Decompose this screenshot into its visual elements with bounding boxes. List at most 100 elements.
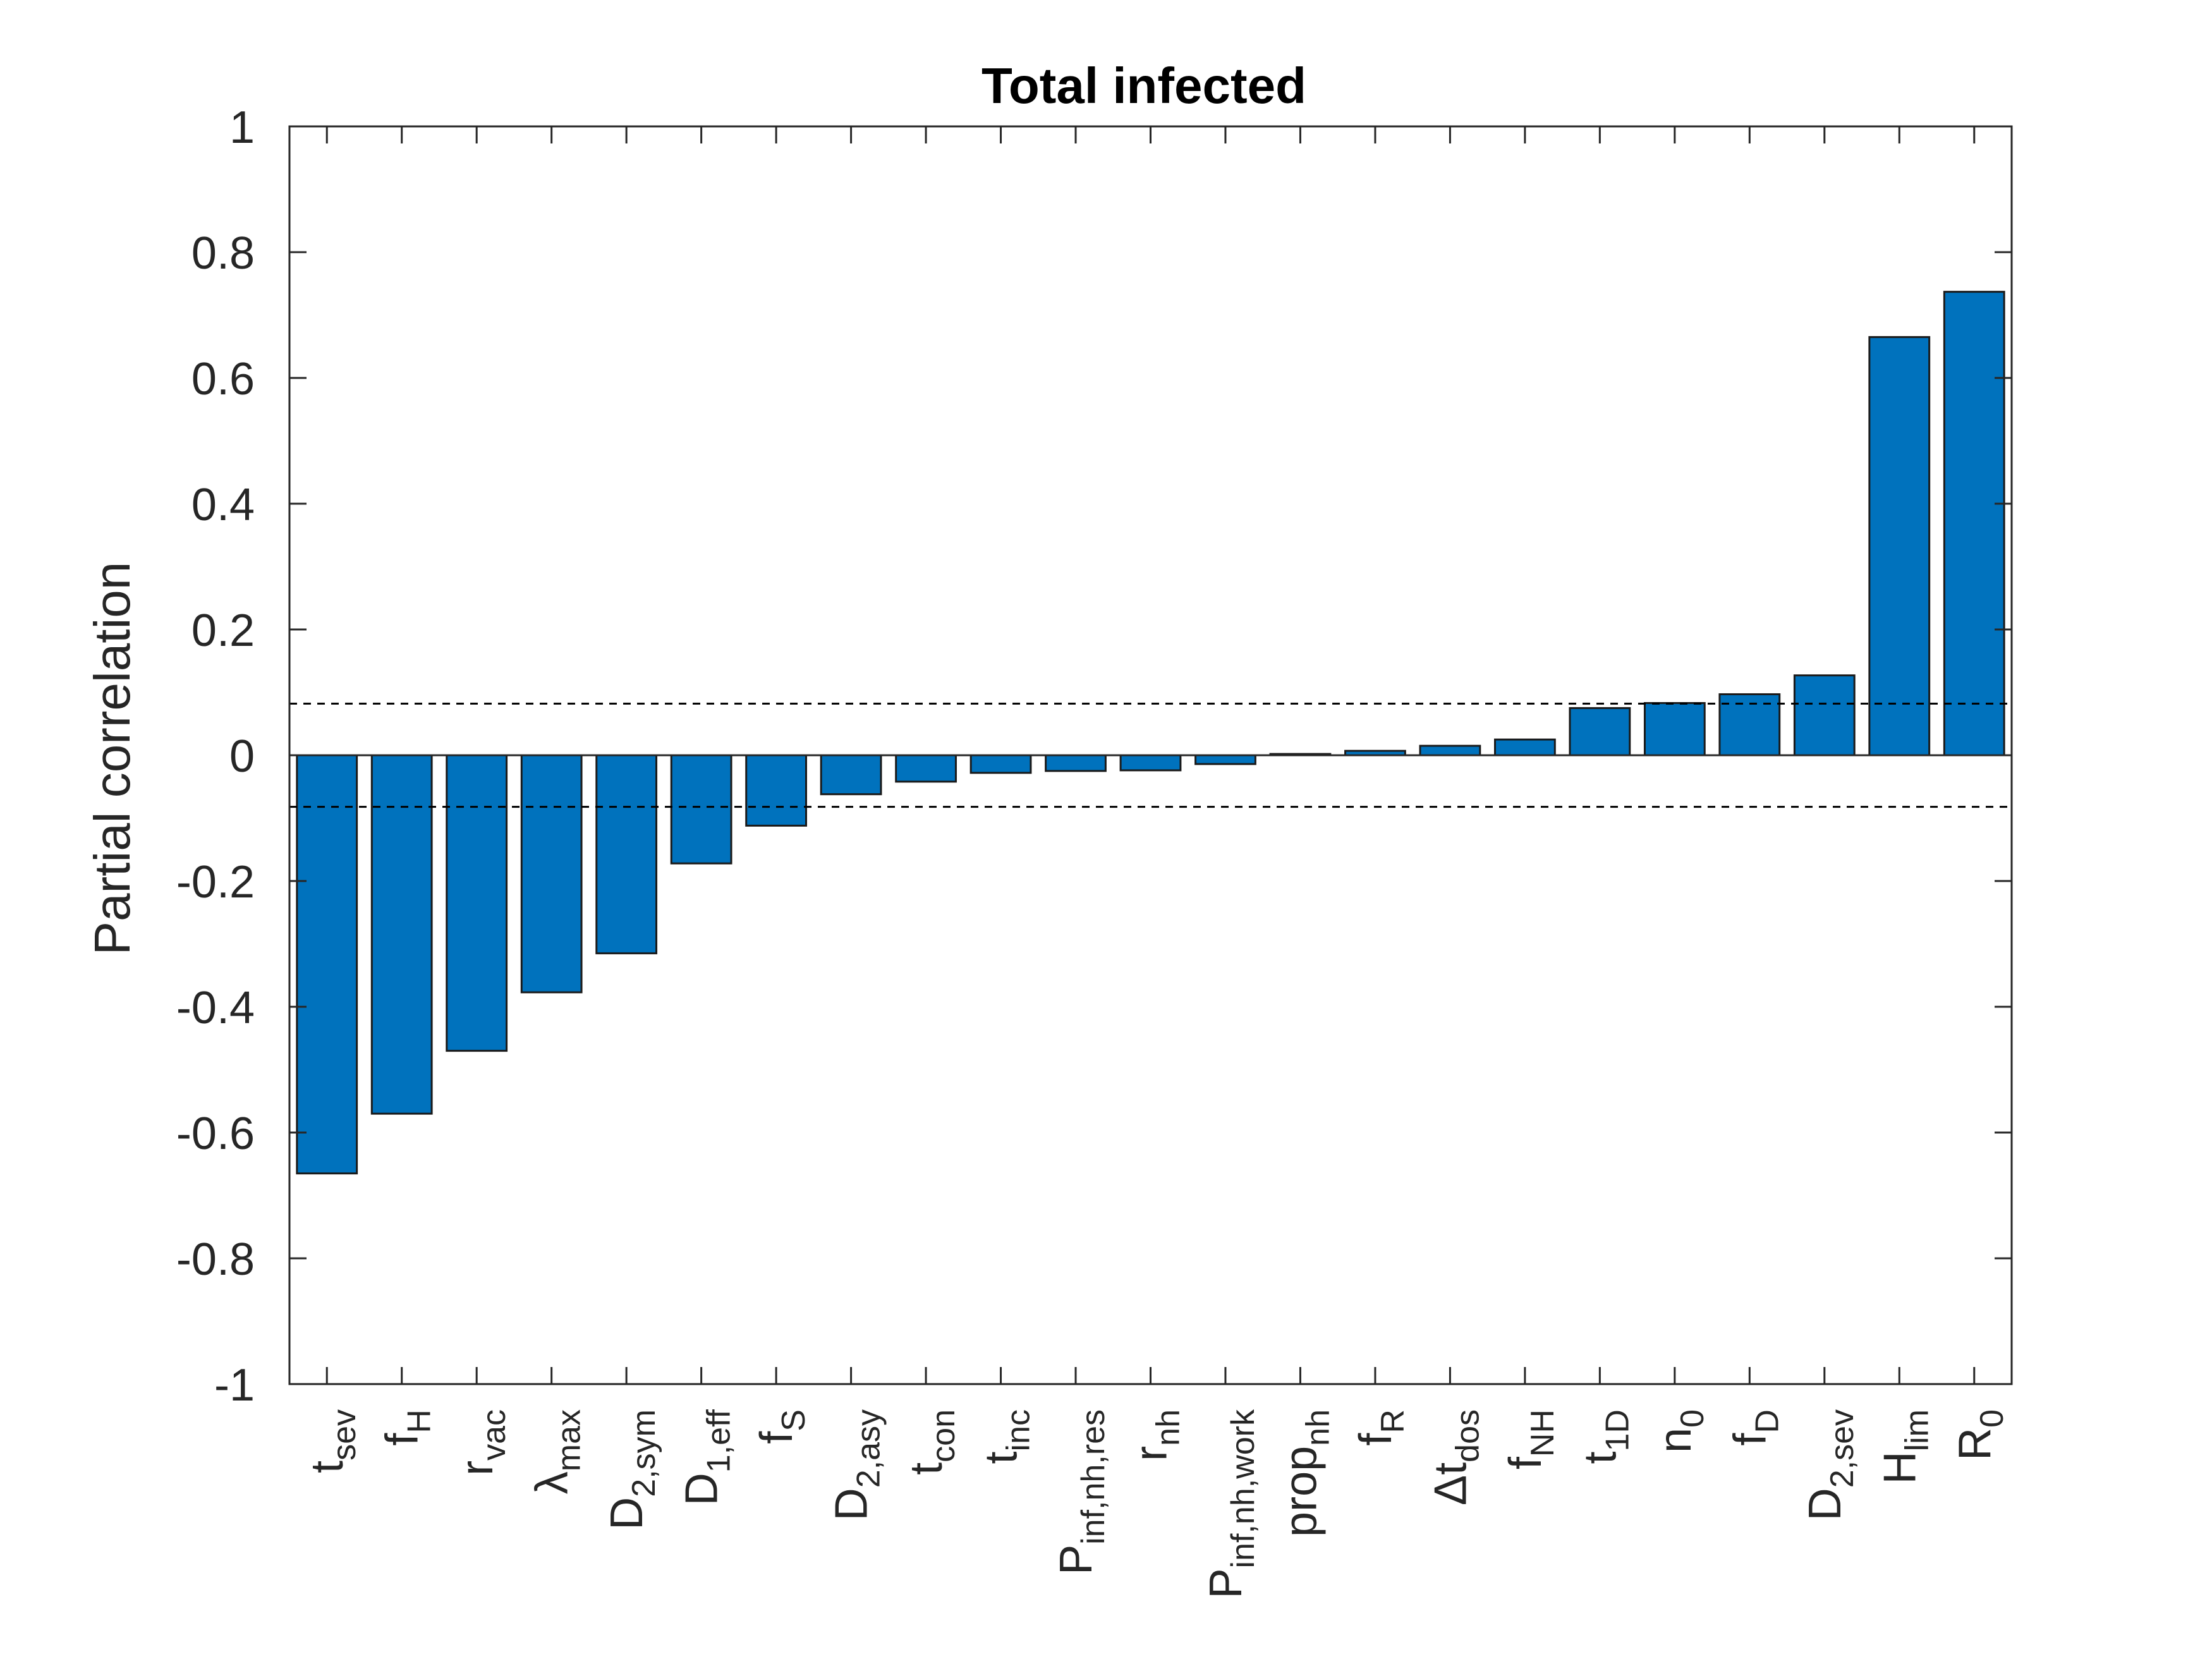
- x-tick-label: tcon: [901, 1409, 962, 1475]
- x-tick-label: Pinf,nh,work: [1201, 1409, 1261, 1598]
- x-tick-label-text: fD: [1725, 1409, 1785, 1446]
- x-tick-label-text: R0: [1950, 1409, 2010, 1461]
- x-tick-label-base: P: [1201, 1568, 1251, 1598]
- x-tick-label-text: D2,sev: [1800, 1409, 1861, 1521]
- x-tick-label-sub: R: [1375, 1409, 1411, 1433]
- y-tick-label: -0.8: [176, 1234, 255, 1285]
- bar-12: [1194, 754, 1256, 765]
- bar-6: [745, 754, 808, 827]
- x-tick-label-base: r: [1126, 1446, 1177, 1461]
- x-tick-label-text: λmax: [527, 1409, 588, 1494]
- bar-3: [520, 754, 583, 994]
- x-tick-label: fH: [377, 1409, 438, 1446]
- x-tick-label-sub: NH: [1524, 1409, 1561, 1457]
- bar-5: [670, 754, 732, 865]
- significance-threshold-lines: [289, 702, 2012, 808]
- x-tick-label-sub: nh: [1150, 1409, 1187, 1446]
- x-tick-label-base: D: [602, 1497, 652, 1530]
- x-tick-label: R0: [1950, 1409, 2010, 1461]
- x-tick-label: Δtdos: [1425, 1409, 1486, 1505]
- y-tick-label: 0.2: [191, 605, 255, 656]
- x-tick-label-sub: H: [401, 1409, 438, 1433]
- x-tick-label: rnh: [1126, 1409, 1187, 1461]
- bars-group: [296, 291, 2005, 1175]
- x-tick-label-text: propnh: [1275, 1409, 1336, 1537]
- x-tick-label-sub: 2,sym: [626, 1409, 662, 1497]
- x-tick-label-sub: 2,sev: [1824, 1409, 1861, 1488]
- x-tick-label-base: t: [1575, 1451, 1626, 1464]
- x-tick-label-text: rvac: [452, 1409, 513, 1476]
- x-tick-label-base: f: [751, 1431, 802, 1444]
- x-tick-label-base: prop: [1275, 1446, 1326, 1537]
- x-tick-label-text: tcon: [901, 1409, 962, 1475]
- x-tick-label-base: D: [1800, 1488, 1850, 1521]
- bar-2: [446, 754, 508, 1052]
- y-ticks-group: -1 -0.8 -0.6 -0.4 -0.2 0 0.2 0.4 0.6 0.8 1: [176, 102, 2012, 1411]
- x-tick-label-sub: 0: [1674, 1409, 1711, 1428]
- bar-17: [1569, 707, 1631, 757]
- x-tick-label-base: R: [1950, 1428, 2000, 1461]
- x-tick-label-sub: lim: [1899, 1409, 1935, 1451]
- bar-21: [1868, 336, 1931, 757]
- x-tick-label-text: D2,asy: [827, 1409, 887, 1521]
- x-tick-label-text: fNH: [1500, 1409, 1561, 1469]
- x-tick-label-base: Δt: [1425, 1462, 1476, 1505]
- x-tick-label-base: D: [827, 1488, 877, 1521]
- x-tick-label: fNH: [1500, 1409, 1561, 1469]
- bar-10: [1045, 754, 1107, 772]
- x-tick-label-text: rnh: [1126, 1409, 1187, 1461]
- x-tick-label-sub: 2,asy: [851, 1409, 887, 1488]
- x-tick-label: D2,sym: [602, 1409, 662, 1530]
- x-tick-label-sub: 0: [1974, 1409, 2010, 1428]
- x-tick-label: propnh: [1275, 1409, 1336, 1537]
- bar-9: [969, 754, 1032, 774]
- y-axis-label: Partial correlation: [84, 562, 140, 956]
- y-tick-label: -0.4: [176, 983, 255, 1033]
- x-tick-label-base: f: [377, 1433, 428, 1446]
- bar-11: [1119, 754, 1182, 772]
- bar-4: [595, 754, 658, 954]
- x-tick-label-base: D: [677, 1473, 727, 1505]
- x-tick-label: Pinf,nh,res: [1051, 1409, 1112, 1575]
- bar-18: [1643, 702, 1706, 757]
- x-tick-label-text: fR: [1351, 1409, 1411, 1446]
- x-tick-label-sub: con: [925, 1409, 962, 1462]
- x-tick-label-base: f: [1725, 1433, 1775, 1446]
- x-tick-label: tsev: [302, 1409, 363, 1473]
- y-tick-label: 1: [229, 102, 255, 153]
- x-tick-label-text: Pinf,nh,res: [1051, 1409, 1112, 1575]
- x-tick-label-text: D2,sym: [602, 1409, 662, 1530]
- x-tick-label-sub: dos: [1449, 1409, 1486, 1462]
- x-tick-label: D2,asy: [827, 1409, 887, 1521]
- x-tick-label-text: tinc: [976, 1409, 1037, 1464]
- x-tick-label-text: Pinf,nh,work: [1201, 1409, 1261, 1598]
- x-tick-label-base: f: [1500, 1456, 1551, 1469]
- x-tick-label-sub: inc: [1000, 1409, 1037, 1451]
- x-tick-label-sub: S: [775, 1409, 812, 1431]
- x-tick-label: D2,sev: [1800, 1409, 1861, 1521]
- x-tick-label: D1,eff: [677, 1409, 738, 1505]
- bar-22: [1943, 291, 2005, 757]
- x-tick-label: tinc: [976, 1409, 1037, 1464]
- x-tick-label-text: n0: [1650, 1409, 1711, 1453]
- x-tick-label-sub: max: [551, 1409, 588, 1471]
- y-tick-label: 0.4: [191, 480, 255, 530]
- bar-8: [895, 754, 957, 783]
- x-tick-label: Hlim: [1875, 1409, 1935, 1484]
- x-tick-label-base: t: [302, 1461, 353, 1473]
- x-tick-label-sub: inf,nh,res: [1075, 1409, 1112, 1545]
- y-tick-label: 0.8: [191, 228, 255, 279]
- x-tick-label: t1D: [1575, 1409, 1636, 1464]
- y-tick-label: 0.6: [191, 354, 255, 404]
- x-tick-label-text: Δtdos: [1425, 1409, 1486, 1505]
- x-tick-label-base: r: [452, 1461, 502, 1476]
- x-tick-label-base: H: [1875, 1451, 1925, 1484]
- x-tick-label: rvac: [452, 1409, 513, 1476]
- x-tick-label-base: f: [1351, 1433, 1401, 1446]
- x-tick-label-text: fH: [377, 1409, 438, 1446]
- x-tick-label: n0: [1650, 1409, 1711, 1453]
- bar-1: [370, 754, 433, 1115]
- y-tick-label: -0.6: [176, 1109, 255, 1159]
